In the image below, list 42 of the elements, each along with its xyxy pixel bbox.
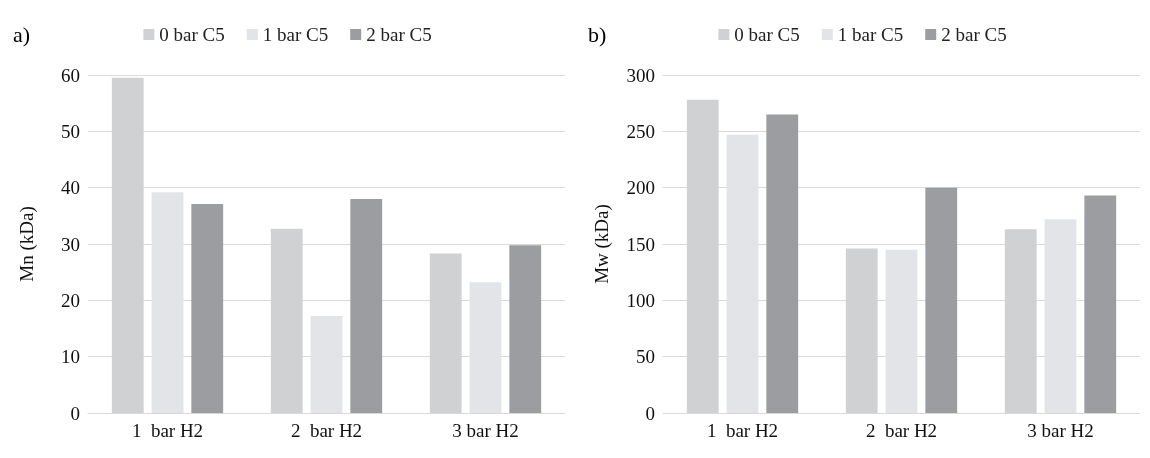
bar — [925, 187, 958, 413]
legend-label: 1 bar C5 — [262, 24, 329, 45]
bar — [509, 245, 542, 413]
y-tick-label: 20 — [61, 289, 80, 311]
y-tick-label: 100 — [626, 289, 655, 311]
legend-label: 0 bar C5 — [159, 24, 225, 45]
y-tick-label: 300 — [626, 64, 655, 86]
y-tick-label: 200 — [626, 177, 655, 199]
legend-label: 1 bar C5 — [837, 24, 904, 45]
y-tick-label: 50 — [61, 120, 80, 142]
legend-label: 2 bar C5 — [366, 24, 432, 45]
y-tick-label: 40 — [61, 177, 80, 199]
y-tick-label: 30 — [61, 233, 80, 255]
bar — [726, 134, 759, 413]
bar — [350, 198, 383, 413]
legend-label: 2 bar C5 — [941, 24, 1007, 45]
x-tick-label: 3 bar H2 — [452, 420, 519, 441]
bar — [1084, 195, 1117, 413]
y-axis-title: Mw (kDa) — [591, 204, 613, 284]
chart-title: b) — [588, 21, 607, 47]
bar — [766, 114, 799, 413]
y-tick-label: 150 — [626, 233, 655, 255]
chart-title: a) — [13, 21, 31, 47]
y-tick-label: 0 — [70, 402, 80, 424]
bar — [191, 204, 224, 413]
y-tick-label: 10 — [61, 346, 80, 368]
legend-label: 0 bar C5 — [734, 24, 800, 45]
y-tick-label: 50 — [636, 346, 655, 368]
x-tick-label: 2 bar H2 — [290, 420, 363, 441]
x-tick-label: 3 bar H2 — [1027, 420, 1094, 441]
x-tick-label: 1 bar H2 — [706, 420, 779, 441]
y-axis-title: Mn (kDa) — [16, 206, 38, 282]
x-tick-label: 1 bar H2 — [131, 420, 204, 441]
y-tick-label: 250 — [626, 120, 655, 142]
bar — [1044, 219, 1077, 413]
y-tick-label: 60 — [61, 64, 80, 86]
bar — [310, 316, 343, 413]
x-tick-label: 2 bar H2 — [865, 420, 938, 441]
bar — [885, 249, 918, 413]
bar — [469, 282, 502, 413]
bar — [151, 192, 184, 413]
y-tick-label: 0 — [645, 402, 655, 424]
